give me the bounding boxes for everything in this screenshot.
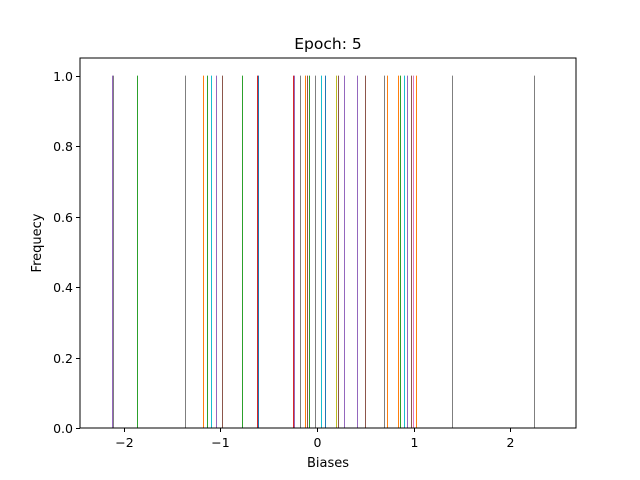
y-tick-label: 0.4 bbox=[53, 280, 73, 295]
x-tick-label: 2 bbox=[507, 435, 515, 450]
y-tick-label: 0.2 bbox=[53, 351, 73, 366]
x-axis-label: Biases bbox=[307, 456, 349, 471]
plot-frame bbox=[79, 57, 577, 429]
x-tick-label: −2 bbox=[115, 435, 133, 450]
x-tick-label: −1 bbox=[211, 435, 229, 450]
y-tick-label: 0.8 bbox=[53, 139, 73, 154]
y-axis-label: Frequecy bbox=[30, 213, 45, 272]
y-axis-ticks: 0.0 0.2 0.4 0.6 0.8 1.0 bbox=[53, 69, 80, 436]
x-axis-ticks: −2 −1 0 1 2 bbox=[115, 428, 514, 450]
y-tick-label: 1.0 bbox=[53, 69, 73, 84]
y-tick-label: 0.6 bbox=[53, 210, 73, 225]
bars-group bbox=[112, 75, 535, 428]
chart-title: Epoch: 5 bbox=[294, 35, 361, 53]
y-tick-label: 0.0 bbox=[53, 421, 73, 436]
x-tick-label: 1 bbox=[411, 435, 419, 450]
x-tick-label: 0 bbox=[314, 435, 322, 450]
